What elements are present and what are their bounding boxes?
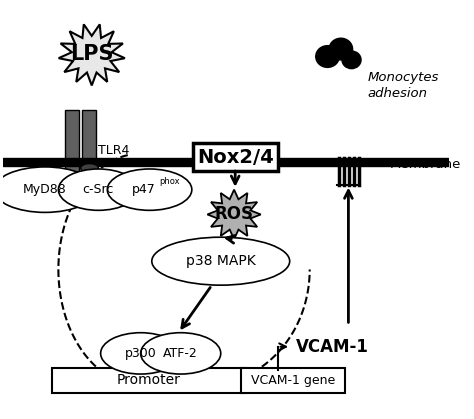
Polygon shape xyxy=(59,24,125,85)
Text: TLR4: TLR4 xyxy=(98,144,129,157)
Ellipse shape xyxy=(81,163,99,173)
FancyBboxPatch shape xyxy=(82,166,96,187)
Text: VCAM-1 gene: VCAM-1 gene xyxy=(251,374,335,387)
Text: p38 MAPK: p38 MAPK xyxy=(186,254,255,268)
Text: p300: p300 xyxy=(125,347,156,360)
Text: c-Src: c-Src xyxy=(83,183,114,196)
Text: ROS: ROS xyxy=(215,205,254,223)
FancyBboxPatch shape xyxy=(65,166,79,187)
Text: p47: p47 xyxy=(131,183,155,196)
FancyBboxPatch shape xyxy=(82,110,96,158)
Text: Monocytes
adhesion: Monocytes adhesion xyxy=(367,71,439,100)
FancyBboxPatch shape xyxy=(193,143,278,171)
Ellipse shape xyxy=(0,167,96,212)
Text: Promoter: Promoter xyxy=(117,373,181,387)
Text: VCAM-1: VCAM-1 xyxy=(295,338,368,356)
Text: phox: phox xyxy=(159,176,180,186)
Text: Nox2/4: Nox2/4 xyxy=(197,148,273,167)
Text: MyD88: MyD88 xyxy=(23,183,67,196)
Ellipse shape xyxy=(107,169,192,210)
Ellipse shape xyxy=(100,333,181,374)
Circle shape xyxy=(315,45,340,68)
FancyBboxPatch shape xyxy=(52,368,245,393)
Ellipse shape xyxy=(58,169,138,210)
Text: Membrane: Membrane xyxy=(390,158,461,171)
FancyBboxPatch shape xyxy=(241,368,345,393)
Polygon shape xyxy=(208,190,261,239)
Text: LPS: LPS xyxy=(70,44,113,65)
Ellipse shape xyxy=(141,333,221,374)
FancyBboxPatch shape xyxy=(65,110,79,158)
Text: ATF-2: ATF-2 xyxy=(164,347,198,360)
Circle shape xyxy=(341,50,362,69)
Ellipse shape xyxy=(152,237,290,285)
Circle shape xyxy=(328,38,353,61)
